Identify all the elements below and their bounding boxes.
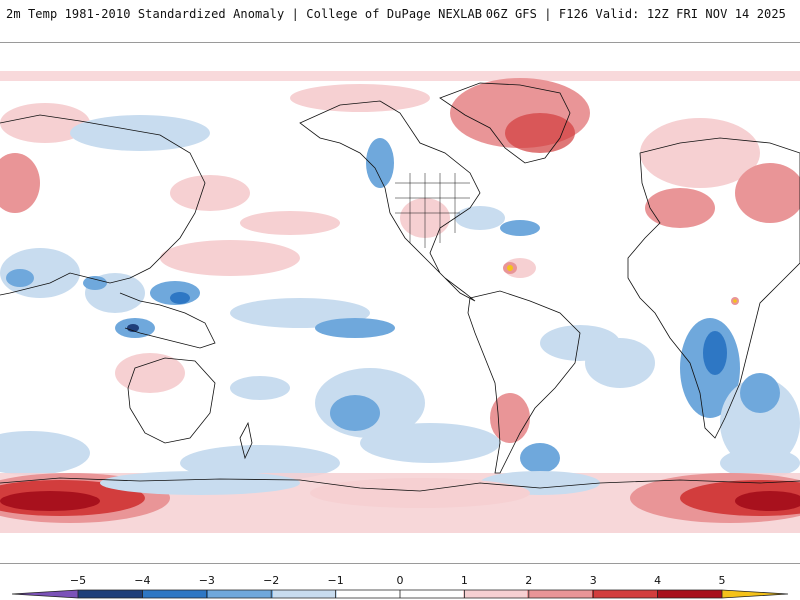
legend-tick-label: 0	[397, 574, 404, 587]
legend-swatch-neg3-neg2	[208, 590, 273, 598]
legend-tick-label: 1	[461, 574, 468, 587]
anomaly-shading	[0, 71, 800, 533]
color-scale-legend: −5 −4 −3 −2 −1 0 1 2 3 4 5	[0, 562, 800, 600]
coastlines	[0, 82, 800, 492]
legend-swatch-pos1-pos2	[463, 590, 527, 598]
legend-tick-label: −3	[199, 574, 215, 587]
legend-swatch-neg4-neg3	[143, 590, 208, 598]
anomaly-map	[0, 42, 800, 564]
legend-swatch-neg2-neg1	[273, 590, 337, 598]
world-map-svg	[0, 43, 800, 563]
legend-swatch-above-pos5	[722, 590, 788, 598]
legend-swatch-below-neg5	[12, 590, 78, 598]
legend-tick-label: −2	[263, 574, 279, 587]
legend-tick-label: 2	[525, 574, 532, 587]
legend-tick-label: −5	[70, 574, 86, 587]
color-scale-svg: −5 −4 −3 −2 −1 0 1 2 3 4 5	[11, 574, 789, 599]
us-state-borders	[395, 173, 470, 248]
legend-tick-label: −4	[134, 574, 150, 587]
model-run-info: 06Z GFS | F126 Valid: 12Z FRI NOV 14 202…	[485, 7, 786, 21]
legend-swatch-pos4-pos5	[657, 590, 722, 598]
legend-tick-label: 5	[719, 574, 726, 587]
legend-swatch-pos2-pos3	[527, 590, 592, 598]
legend-tick-label: 4	[654, 574, 661, 587]
map-title: 2m Temp 1981-2010 Standardized Anomaly |…	[6, 7, 483, 21]
legend-swatch-pos3-pos4	[592, 590, 657, 598]
legend-tick-label: 3	[590, 574, 597, 587]
legend-tick-label: −1	[327, 574, 343, 587]
legend-swatch-neg5-neg4	[78, 590, 143, 598]
